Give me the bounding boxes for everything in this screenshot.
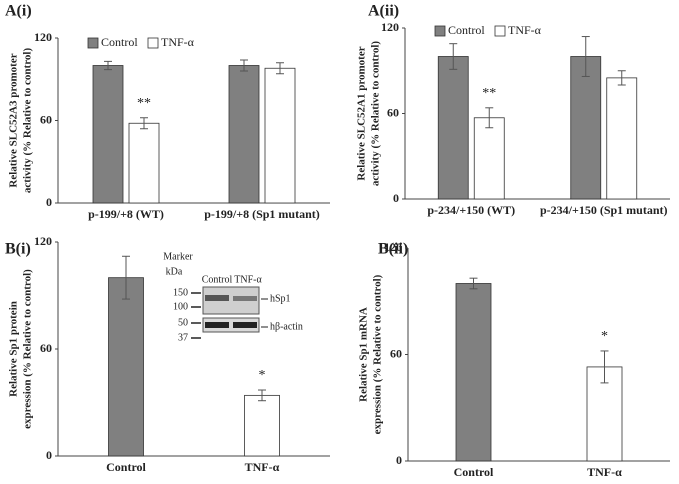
legend-swatch	[434, 25, 446, 37]
marker-label: 150	[173, 287, 188, 298]
x-tick-label: Control	[106, 460, 146, 474]
legend-swatch	[147, 37, 159, 49]
error-bar	[449, 43, 458, 70]
y-axis-label: Relative Sp1 mRNA	[358, 307, 370, 402]
error-bar	[104, 60, 112, 71]
bar	[473, 117, 505, 200]
x-tick-label: p-234/+150 (WT)	[427, 203, 515, 217]
bar	[128, 122, 160, 204]
x-tick-label: p-234/+150 (Sp1 mutant)	[540, 203, 668, 217]
inset-title: kDa	[166, 266, 183, 277]
x-tick-label: p-199/+8 (WT)	[88, 207, 164, 221]
bar	[570, 56, 602, 200]
blot-band	[205, 295, 229, 301]
band-label: hSp1	[270, 293, 291, 304]
blot-band	[233, 296, 257, 301]
y-tick-label: 0	[396, 453, 402, 467]
inset-title: Marker	[163, 251, 193, 262]
error-bar	[240, 59, 248, 72]
significance: **	[137, 96, 151, 111]
marker-label: 100	[173, 301, 188, 312]
blot-band	[205, 322, 229, 328]
x-tick-label: TNF-α	[587, 465, 622, 479]
y-tick-label: 120	[384, 240, 402, 254]
bar	[92, 65, 124, 204]
bar	[437, 56, 469, 200]
legend-label: Control	[448, 23, 485, 37]
x-tick-label: Control	[454, 465, 494, 479]
error-bar	[617, 70, 626, 86]
panel-title: B(ii)	[378, 241, 408, 258]
legend-label: TNF-α	[161, 35, 195, 49]
lane-label: Control	[202, 274, 233, 285]
y-axis-label: activity (% Relative to control)	[22, 48, 34, 194]
error-bar	[276, 62, 284, 75]
error-bar	[485, 107, 494, 129]
y-tick-label: 60	[387, 105, 399, 119]
y-tick-label: 0	[46, 448, 52, 462]
error-bar	[258, 389, 266, 402]
y-tick-label: 120	[34, 234, 52, 248]
y-axis-label: Relative SLC52A1 promoter	[356, 46, 368, 180]
legend-label: TNF-α	[508, 23, 542, 37]
error-bar	[122, 255, 130, 300]
y-tick-label: 60	[390, 346, 402, 360]
y-tick-label: 0	[393, 191, 399, 205]
panel-title: A(i)	[5, 3, 32, 20]
panel-title: A(ii)	[368, 3, 399, 20]
lane-label: TNF-α	[234, 274, 262, 285]
y-axis-label: Relative SLC52A3 promoter	[8, 53, 20, 187]
y-tick-label: 120	[381, 20, 399, 34]
bar	[108, 277, 144, 457]
y-tick-label: 60	[40, 341, 52, 355]
significance: **	[482, 86, 496, 101]
y-axis-label: expression (% Relative to control)	[372, 274, 384, 434]
marker-label: 50	[178, 317, 188, 328]
significance: *	[601, 329, 608, 344]
blot-band	[233, 322, 257, 328]
legend-swatch	[494, 25, 506, 37]
y-axis-label: activity (% Relative to control)	[370, 41, 382, 187]
bar	[228, 65, 260, 204]
bar	[455, 283, 492, 462]
band-label: hβ-actin	[270, 321, 303, 332]
x-tick-label: TNF-α	[245, 460, 280, 474]
bar	[244, 394, 280, 457]
error-bar	[581, 36, 590, 77]
y-tick-label: 0	[46, 195, 52, 209]
error-bar	[600, 350, 609, 384]
legend-label: Control	[101, 35, 138, 49]
bar	[264, 67, 296, 204]
y-tick-label: 120	[34, 30, 52, 44]
error-bar	[469, 277, 478, 290]
marker-label: 37	[178, 332, 188, 343]
panel-title: B(i)	[5, 241, 31, 258]
y-axis-label: expression (% Relative to control)	[22, 269, 34, 429]
bar	[606, 77, 638, 200]
legend-swatch	[87, 37, 99, 49]
significance: *	[259, 368, 266, 383]
error-bar	[140, 117, 148, 130]
y-axis-label: Relative Sp1 protein	[8, 301, 20, 397]
blot	[202, 317, 260, 333]
x-tick-label: p-199/+8 (Sp1 mutant)	[204, 207, 320, 221]
y-tick-label: 60	[40, 112, 52, 126]
